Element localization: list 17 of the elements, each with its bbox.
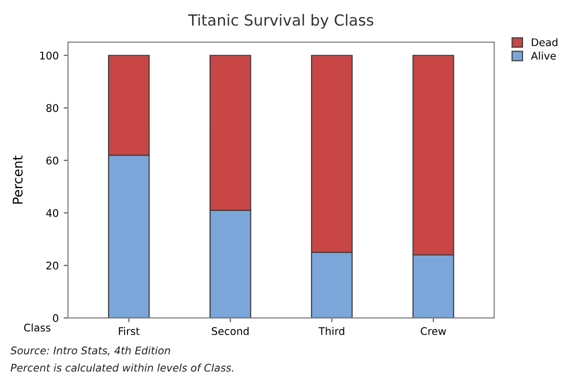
x-tick-label: First: [118, 326, 140, 336]
y-axis-title: Percent: [12, 156, 23, 204]
legend-label: Dead: [532, 38, 558, 46]
y-tick-label: 40: [46, 209, 58, 218]
x-tick-label: Second: [212, 326, 249, 336]
x-tick-label: Crew: [420, 327, 446, 336]
legend-label: Alive: [530, 52, 556, 60]
source-note: Source: Intro Stats, 4th Edition: [10, 346, 170, 356]
x-axis-title: Class: [24, 323, 50, 332]
chart-title: Titanic Survival by Class: [188, 14, 374, 29]
y-tick-label: 100: [40, 52, 58, 60]
y-tick-label: 20: [46, 262, 58, 270]
text: Percent is calculated within levels of Class.: [10, 364, 234, 372]
x-tick-label: Third: [318, 326, 344, 336]
y-tick-label: 60: [46, 156, 58, 165]
y-tick-label: 0: [53, 314, 58, 322]
y-tick-label: 80: [46, 104, 58, 112]
